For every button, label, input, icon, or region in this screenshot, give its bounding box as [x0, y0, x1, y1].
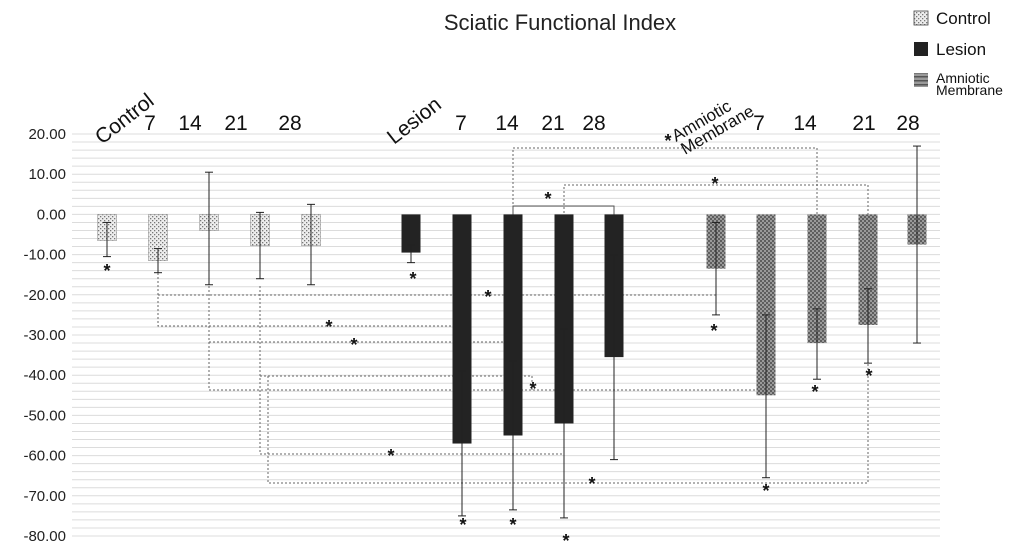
significance-star: * [509, 515, 516, 535]
bar-amniotic-membrane-1 [756, 214, 776, 396]
y-tick-label: -30.00 [23, 327, 66, 344]
y-tick-label: 0.00 [37, 206, 66, 223]
group-label-lesion: Lesion [383, 93, 446, 149]
day-label: 28 [896, 112, 919, 135]
significance-bracket [267, 360, 869, 484]
error-bars [103, 145, 921, 519]
y-tick-label: -80.00 [23, 528, 66, 545]
bar-amniotic-membrane-3 [858, 214, 878, 325]
significance-bracket [259, 286, 565, 455]
significance-star: * [529, 379, 536, 399]
significance-star: * [588, 474, 595, 494]
legend-label-amniotic-line1: Amniotic [936, 70, 990, 86]
y-tick-label: -50.00 [23, 407, 66, 424]
significance-bracket [260, 375, 533, 390]
day-label: 7 [455, 112, 467, 135]
bar-lesion-3 [554, 214, 574, 424]
bar-lesion-2 [503, 214, 523, 436]
significance-star: * [811, 382, 818, 402]
day-labels: 7 14 21 28 7 14 21 28 7 14 21 28 [144, 112, 920, 135]
significance-star: * [710, 321, 717, 341]
y-tick-label: 10.00 [28, 166, 66, 183]
day-label: 14 [178, 112, 202, 135]
legend-label-amniotic-line2: Membrane [936, 82, 1003, 98]
day-label: 21 [224, 112, 247, 135]
day-label: 21 [541, 112, 564, 135]
significance-star: * [544, 189, 551, 209]
significance-star: * [562, 531, 569, 549]
significance-star: * [350, 335, 357, 355]
y-tick-label: -40.00 [23, 367, 66, 384]
bar-amniotic-membrane-2 [807, 214, 827, 344]
significance-star: * [409, 269, 416, 289]
bar-lesion-1 [452, 214, 472, 444]
day-label: 21 [852, 112, 875, 135]
bars [97, 214, 927, 444]
legend-label-control: Control [936, 9, 991, 28]
y-tick-label: -20.00 [23, 287, 66, 304]
day-label: 7 [144, 112, 156, 135]
y-tick-label: -60.00 [23, 448, 66, 465]
y-tick-label: -70.00 [23, 488, 66, 505]
day-label: 14 [793, 112, 817, 135]
chart-title: Sciatic Functional Index [444, 10, 676, 35]
legend-swatch-control [913, 10, 929, 26]
day-label: 7 [753, 112, 765, 135]
significance-star: * [325, 317, 332, 337]
y-tick-label: 20.00 [28, 126, 66, 143]
significance-star: * [484, 287, 491, 307]
significance-star: * [664, 131, 671, 151]
bar-lesion-0 [401, 214, 421, 253]
significance-bracket [512, 205, 615, 215]
day-label: 28 [278, 112, 301, 135]
day-label: 14 [495, 112, 519, 135]
legend-label-lesion: Lesion [936, 40, 986, 59]
y-axis-ticks: 20.00 10.00 0.00 -10.00 -20.00 -30.00 -40.00 -5… [23, 126, 66, 545]
significance-star: * [762, 481, 769, 501]
legend: Control Lesion Amniotic Membrane [913, 9, 1003, 98]
significance-star: * [387, 446, 394, 466]
significance-star: * [711, 174, 718, 194]
significance-stars: * * * * * * * * * * * * * * * * * * [103, 131, 872, 549]
legend-swatch-amniotic [914, 73, 928, 87]
significance-star: * [103, 261, 110, 281]
y-tick-label: -10.00 [23, 247, 66, 264]
significance-bracket [208, 342, 766, 391]
significance-star: * [459, 515, 466, 535]
significance-star: * [865, 366, 872, 386]
legend-swatch-lesion [914, 42, 928, 56]
day-label: 28 [582, 112, 605, 135]
